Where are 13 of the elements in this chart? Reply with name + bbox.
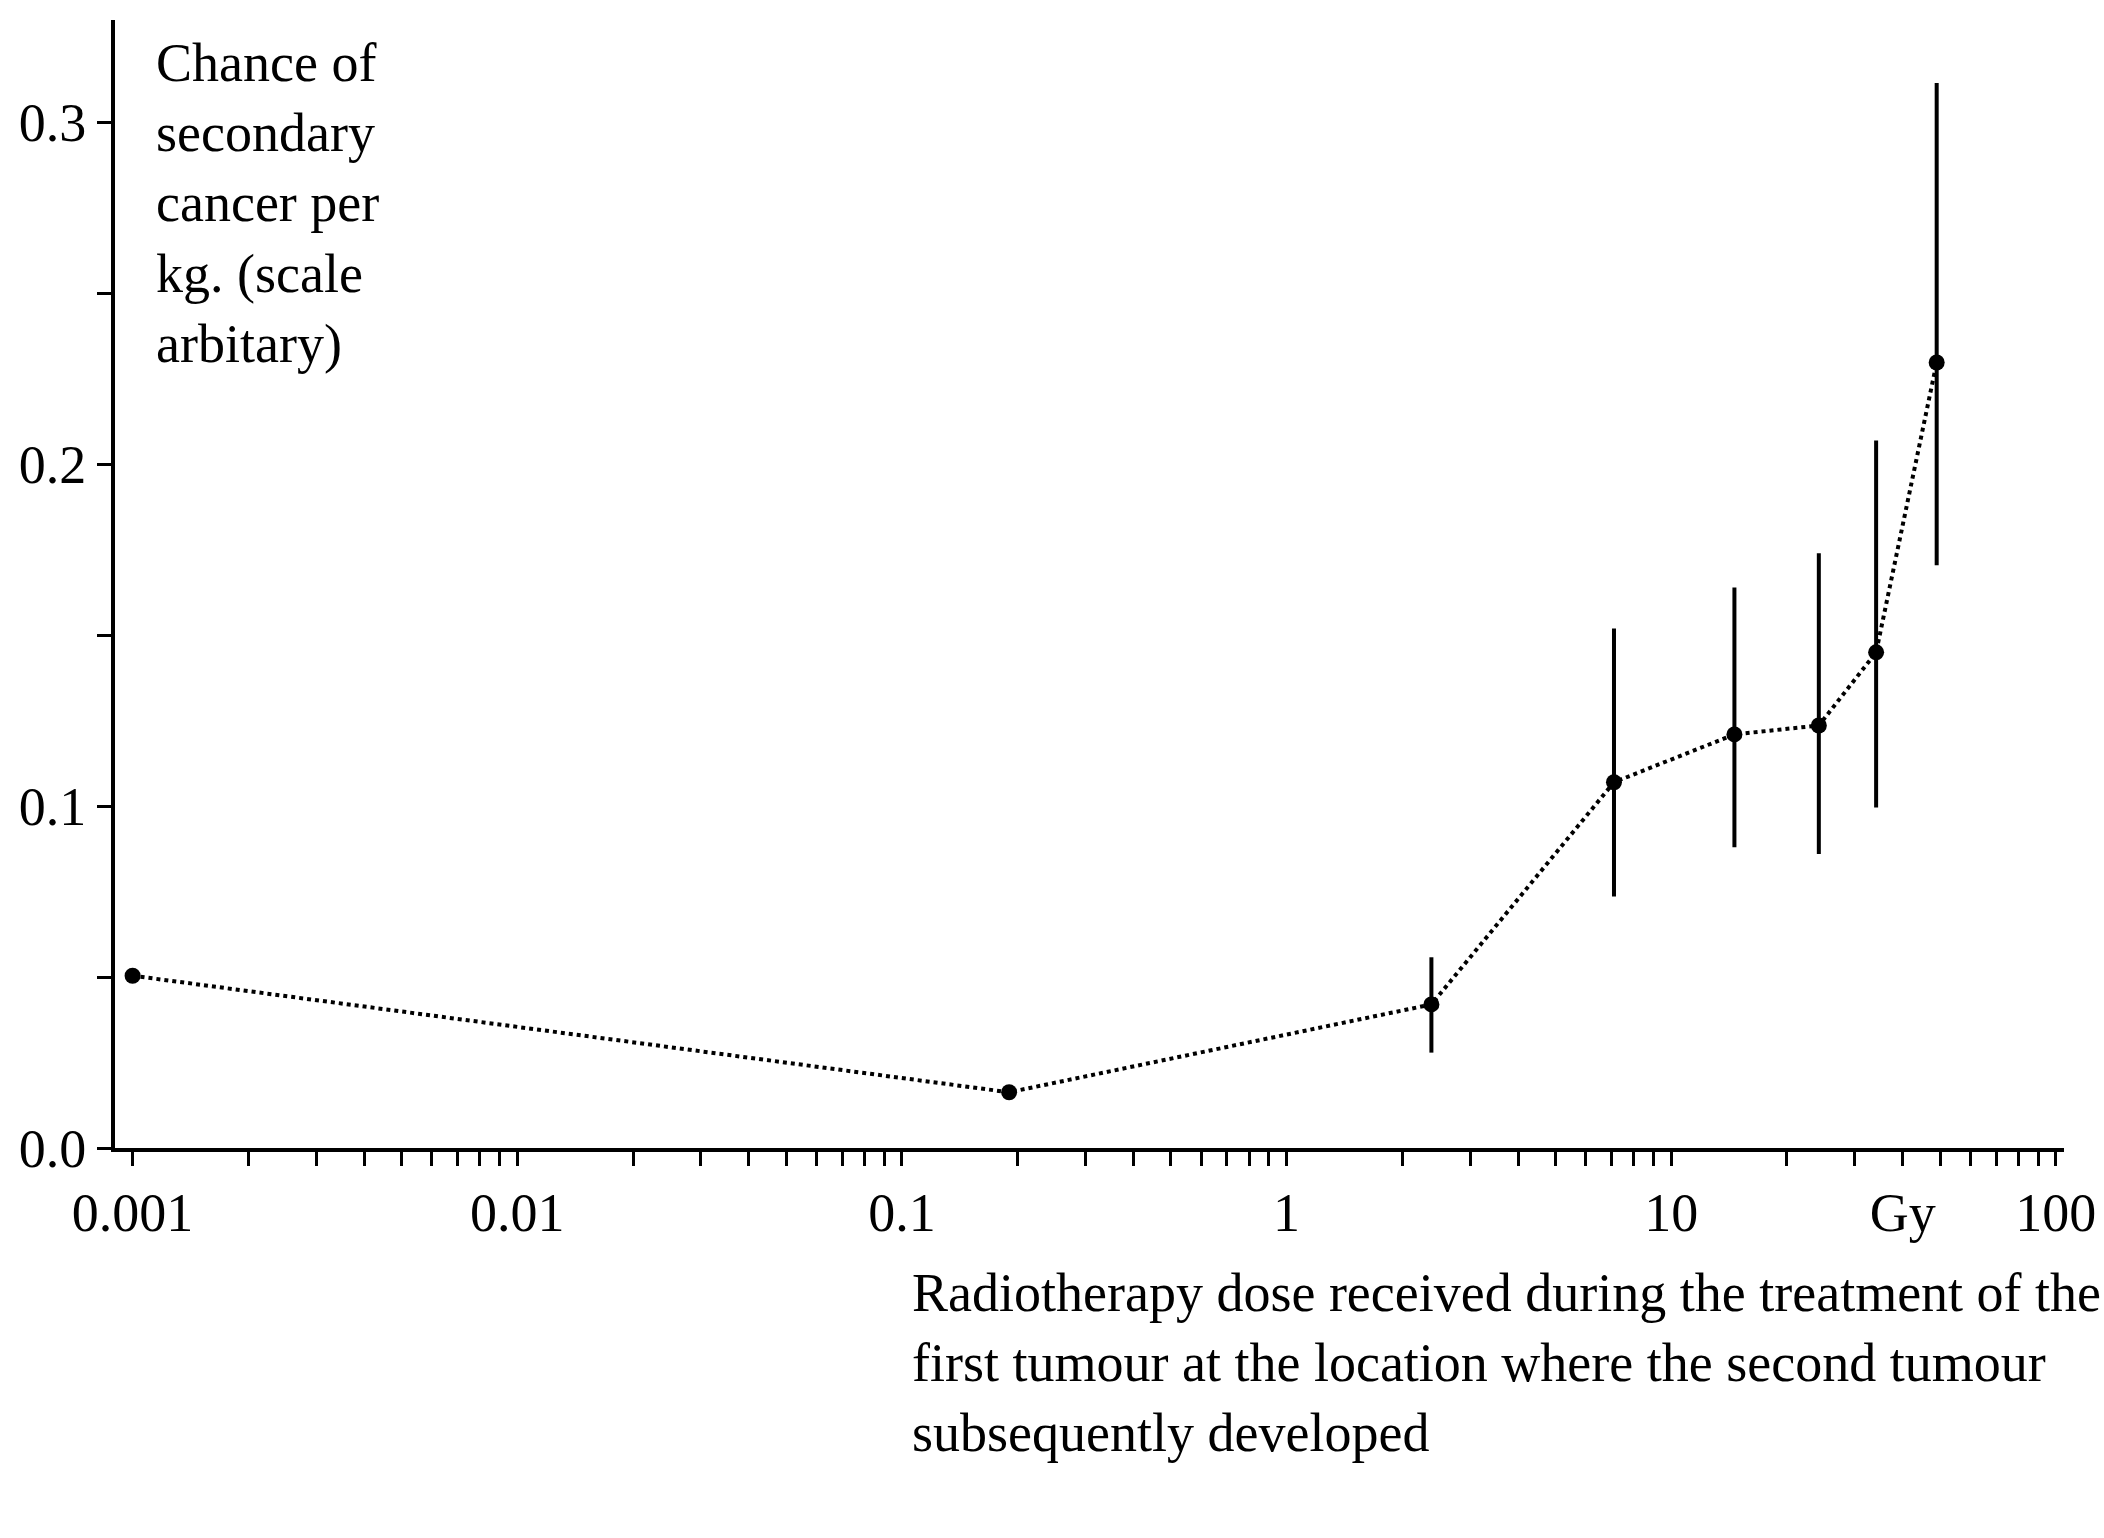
- x-tick-label: 100: [2015, 1182, 2097, 1243]
- y-axis-title: Chance of secondary cancer per kg. (scale arbitary): [156, 33, 380, 374]
- x-tick-label: 0.01: [470, 1182, 565, 1243]
- y-tick-label: 0.3: [18, 93, 87, 154]
- x-axis-title: Radiotherapy dose received during the treatment of the first tumour at the location where the second tumour subsequently developed: [912, 1263, 2102, 1464]
- x-tick-label: 1: [1273, 1182, 1301, 1243]
- x-tick-label: Gy: [1869, 1182, 1936, 1243]
- y-tick-label: 0.2: [18, 435, 87, 496]
- x-tick-label: 0.001: [71, 1182, 194, 1243]
- y-tick-label: 0.1: [18, 777, 87, 838]
- x-tick-label: 0.1: [868, 1182, 936, 1243]
- y-tick-label: 0.0: [18, 1118, 87, 1179]
- x-tick-label: 10: [1644, 1182, 1699, 1243]
